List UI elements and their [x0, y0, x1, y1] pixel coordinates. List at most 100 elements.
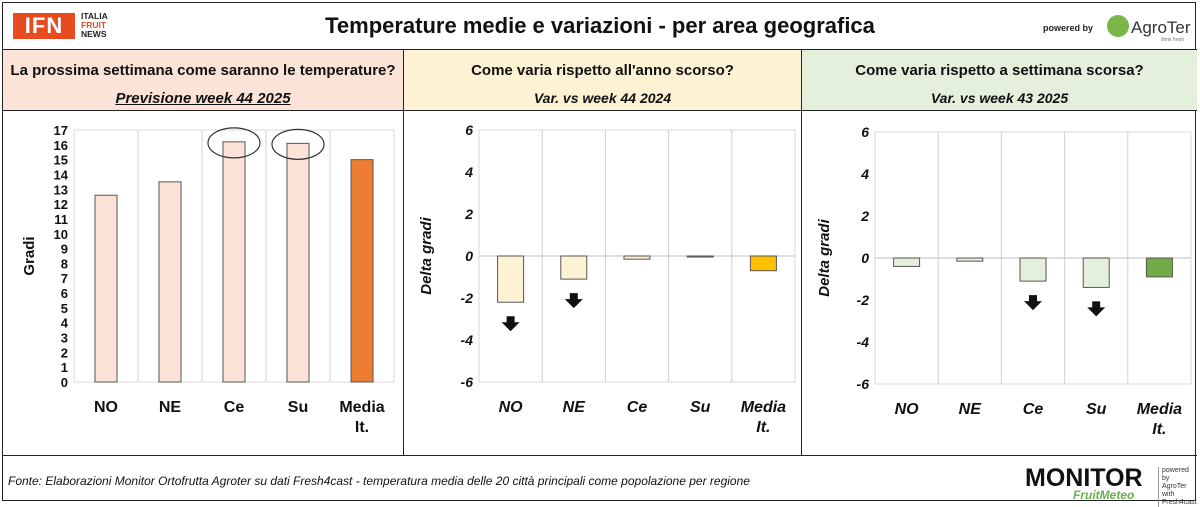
y-tick-label: -6	[857, 376, 870, 392]
category-label: Su	[1086, 401, 1107, 418]
y-tick-label: 4	[464, 164, 473, 180]
bar-ne	[158, 181, 182, 383]
y-tick-label: 15	[54, 153, 68, 168]
y-tick-label: 4	[860, 166, 869, 182]
vs-last-week-bar-chart: -6 -4 -2 0 2 4 6 Delta gradi NO NE Ce Su Media It.	[816, 124, 1192, 438]
y-axis-title: Delta gradi	[816, 218, 833, 296]
y-tick-label: 16	[54, 138, 68, 153]
down-arrow-icon	[1087, 301, 1106, 317]
category-label: NE	[959, 401, 983, 418]
agroter-brand: AgroTer	[1131, 18, 1191, 37]
category-label: NO	[94, 399, 118, 416]
bar-su	[286, 142, 310, 383]
ifn-logo-subtitle: ITALIA FRUIT NEWS	[81, 12, 108, 39]
y-tick-label: 1	[61, 360, 68, 375]
y-tick-label: 2	[61, 345, 68, 360]
category-label: NE	[159, 399, 182, 416]
y-tick-label: 7	[61, 271, 68, 286]
panel-subtitle: Previsione week 44 2025	[115, 90, 291, 107]
y-tick-label: 14	[54, 167, 69, 182]
y-tick-label: -6	[461, 374, 474, 390]
category-label: It.	[1152, 421, 1166, 438]
agroter-tagline: think fresh	[1161, 37, 1185, 43]
panel-title: La prossima settimana come saranno le te…	[10, 62, 396, 79]
header: IFN ITALIA FRUIT NEWS Temperature medie …	[3, 3, 1197, 49]
category-label: Ce	[1023, 401, 1044, 418]
y-tick-label: 4	[61, 316, 69, 331]
category-label: Su	[288, 399, 308, 416]
bar-media-it-	[749, 255, 777, 272]
bar-ne	[956, 257, 984, 262]
y-tick-label: 6	[61, 286, 68, 301]
panel-header-forecast: La prossima settimana come saranno le te…	[3, 49, 403, 111]
y-axis-title: Delta gradi	[418, 216, 435, 294]
monitor-side-1: powered by	[1162, 467, 1189, 482]
y-tick-label: -2	[461, 290, 474, 306]
y-tick-label: 0	[861, 250, 869, 266]
y-tick-label: 10	[54, 227, 68, 242]
powered-by-label: powered by	[1043, 23, 1094, 33]
bar-ce	[1019, 257, 1047, 282]
y-tick-label: -2	[857, 292, 870, 308]
ifn-sub-2: FRUIT	[81, 20, 107, 30]
bar-ce	[222, 141, 246, 383]
y-tick-label: 6	[465, 122, 473, 138]
panel-title: Come varia rispetto all'anno scorso?	[471, 62, 734, 79]
y-tick-label: 12	[54, 197, 68, 212]
source-note: Fonte: Elaborazioni Monitor Ortofrutta A…	[8, 474, 750, 488]
y-tick-label: 9	[61, 242, 68, 257]
category-label: Ce	[627, 399, 648, 416]
y-tick-label: -4	[461, 332, 474, 348]
bar-no	[94, 194, 118, 383]
bar-media-it-	[1145, 257, 1173, 278]
monitor-side-4: Fresh4cast	[1162, 499, 1197, 506]
bar-su	[1082, 257, 1110, 288]
y-tick-label: 0	[465, 248, 473, 264]
monitor-side-2: AgroTer	[1162, 483, 1187, 490]
ifn-sub-1: ITALIA	[81, 11, 108, 21]
bar-ne	[560, 255, 588, 280]
category-label: Su	[690, 399, 711, 416]
y-tick-label: -4	[857, 334, 870, 350]
panel-title: Come varia rispetto a settimana scorsa?	[855, 62, 1144, 79]
category-label: Media	[741, 399, 786, 416]
y-tick-label: 2	[464, 206, 473, 222]
y-tick-label: 0	[61, 375, 68, 390]
fruitmeteo-logo: FruitMeteo	[1073, 488, 1135, 502]
panel-subtitle: Var. vs week 43 2025	[930, 90, 1069, 106]
highlight-ellipse	[271, 128, 325, 160]
category-label: Ce	[224, 399, 245, 416]
category-label: NO	[895, 401, 920, 418]
y-tick-label: 6	[861, 124, 869, 140]
panel-header-vs-last-week: Come varia rispetto a settimana scorsa? …	[801, 49, 1197, 111]
bar-media-it-	[350, 159, 374, 383]
panel-divider	[403, 111, 404, 455]
bar-no	[497, 255, 525, 303]
monitor-side-3: with	[1162, 491, 1175, 498]
monitor-logo: MONITOR	[1025, 464, 1143, 492]
category-label: Media	[1137, 401, 1182, 418]
category-label: Media	[339, 399, 384, 416]
main-title: Temperature medie e variazioni - per are…	[325, 13, 875, 38]
category-label: It.	[355, 419, 369, 436]
down-arrow-icon	[564, 293, 583, 309]
category-label: NE	[563, 399, 587, 416]
category-label: NO	[499, 399, 524, 416]
y-tick-label: 2	[860, 208, 869, 224]
down-arrow-icon	[501, 316, 520, 332]
bar-ce	[623, 255, 651, 260]
y-tick-label: 3	[61, 331, 68, 346]
monitor-powered-by: powered by AgroTer with Fresh4cast	[1158, 467, 1197, 507]
panel-header-vs-last-year: Come varia rispetto all'anno scorso? Var…	[403, 49, 801, 111]
y-tick-label: 5	[61, 301, 68, 316]
y-tick-label: 13	[54, 182, 68, 197]
down-arrow-icon	[1024, 295, 1042, 311]
ifn-logo: IFN	[13, 13, 75, 39]
panel-subtitle: Var. vs week 44 2024	[533, 90, 672, 106]
highlight-ellipse	[207, 127, 261, 159]
y-tick-label: 11	[54, 212, 68, 227]
panel-divider	[801, 111, 802, 455]
footer-divider	[3, 455, 1197, 456]
